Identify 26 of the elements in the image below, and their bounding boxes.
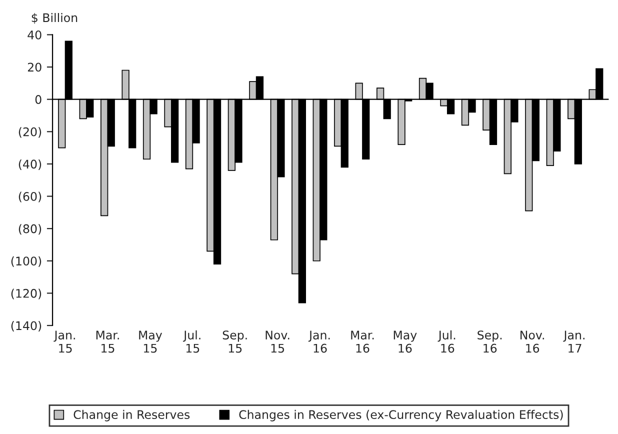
x-tick-label: May 16 bbox=[394, 330, 417, 353]
y-tick-label: (140) bbox=[11, 321, 42, 332]
x-tick-label: Nov. 15 bbox=[266, 330, 290, 353]
legend-label: Change in Reserves bbox=[74, 410, 190, 422]
y-tick-label: (80) bbox=[18, 224, 42, 235]
legend-label: Changes in Reserves (ex-Currency Revaluation Effects) bbox=[239, 410, 563, 422]
x-tick-label: Jan. 15 bbox=[54, 330, 75, 353]
y-tick-label: 40 bbox=[28, 30, 42, 40]
x-tick-label: Jan. 16 bbox=[308, 330, 330, 353]
x-tick-label: May 15 bbox=[139, 330, 162, 353]
y-tick-label: (100) bbox=[11, 256, 42, 267]
x-tick-label: Mar. 15 bbox=[96, 330, 119, 353]
x-tick-label: Sep. 15 bbox=[222, 330, 247, 353]
y-tick-label: (120) bbox=[11, 288, 42, 300]
x-tick-label: Mar. 16 bbox=[351, 330, 374, 353]
y-tick-label: (40) bbox=[18, 159, 42, 170]
x-tick-label: Nov. 16 bbox=[520, 330, 544, 353]
y-axis-title: $ Billion bbox=[32, 13, 78, 24]
y-tick-label: (60) bbox=[18, 192, 42, 202]
y-tick-label: 0 bbox=[35, 95, 42, 104]
x-tick-label: Jul. 16 bbox=[438, 330, 456, 353]
y-tick-label: (20) bbox=[18, 127, 42, 138]
x-tick-label: Jul. 15 bbox=[183, 330, 200, 353]
x-tick-label: Jan. 17 bbox=[563, 330, 584, 353]
y-tick-label: 20 bbox=[28, 62, 42, 72]
x-tick-label: Sep. 16 bbox=[478, 330, 502, 353]
